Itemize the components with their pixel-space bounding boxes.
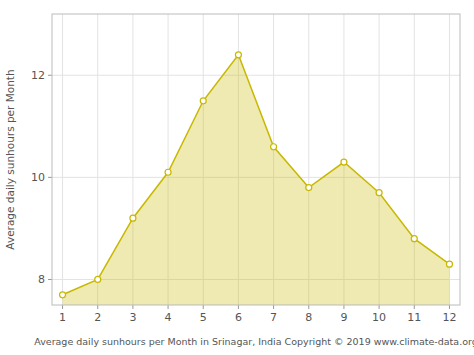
tick-label: 6 [235, 311, 242, 324]
tick-label: 5 [200, 311, 207, 324]
tick-mark [414, 305, 415, 309]
tick-mark [343, 305, 344, 309]
grid-line [52, 75, 460, 76]
tick-mark [48, 75, 52, 76]
line [63, 55, 450, 295]
tick-mark [203, 305, 204, 309]
tick-mark [308, 305, 309, 309]
marker [446, 261, 452, 267]
marker [95, 276, 101, 282]
grid-line [62, 14, 63, 305]
tick-mark [97, 305, 98, 309]
marker [165, 169, 171, 175]
tick-label: 11 [407, 311, 421, 324]
axes: 12345678910111281012 [31, 14, 460, 324]
marker [306, 185, 312, 191]
tick-label: 12 [442, 311, 456, 324]
plot-frame [52, 14, 460, 305]
series [60, 52, 453, 305]
marker [200, 98, 206, 104]
marker [235, 52, 241, 58]
tick-label: 2 [94, 311, 101, 324]
marker [411, 236, 417, 242]
chart: 12345678910111281012Average daily sunhou… [0, 0, 474, 355]
tick-mark [132, 305, 133, 309]
tick-mark [62, 305, 63, 309]
marker [271, 144, 277, 150]
tick-label: 4 [165, 311, 172, 324]
tick-label: 1 [59, 311, 66, 324]
area [63, 55, 450, 305]
marker [341, 159, 347, 165]
marker [130, 215, 136, 221]
tick-mark [273, 305, 274, 309]
tick-label: 12 [31, 69, 45, 82]
tick-label: 9 [340, 311, 347, 324]
tick-mark [449, 305, 450, 309]
tick-mark [379, 305, 380, 309]
tick-label: 7 [270, 311, 277, 324]
grid-line [97, 14, 98, 305]
tick-label: 10 [31, 171, 45, 184]
tick-mark [238, 305, 239, 309]
y-axis-label: Average daily sunhours per Month [4, 69, 16, 249]
tick-mark [168, 305, 169, 309]
marker [376, 190, 382, 196]
tick-label: 10 [372, 311, 386, 324]
tick-label: 3 [129, 311, 136, 324]
tick-label: 8 [38, 273, 45, 286]
x-axis-label: Average daily sunhours per Month in Srin… [34, 336, 474, 347]
tick-mark [48, 177, 52, 178]
marker [60, 292, 66, 298]
tick-mark [48, 279, 52, 280]
tick-label: 8 [305, 311, 312, 324]
